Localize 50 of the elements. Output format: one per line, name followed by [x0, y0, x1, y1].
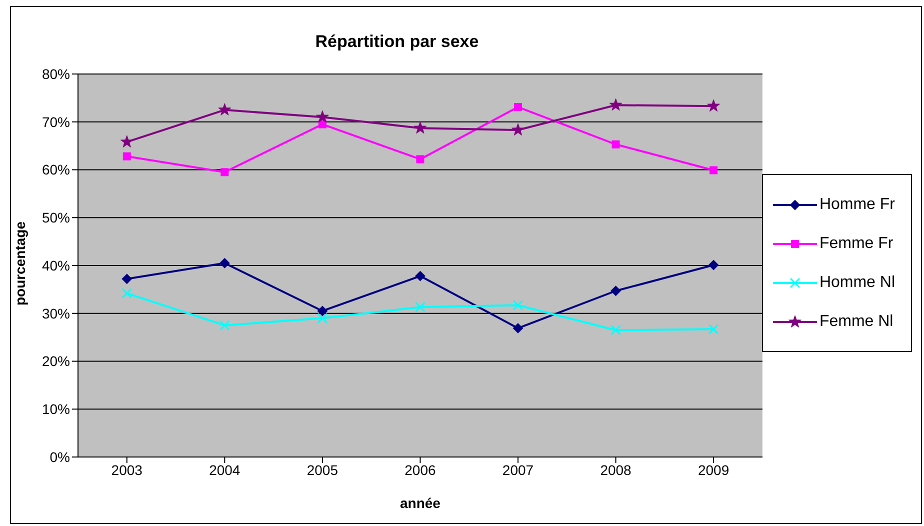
y-tick-label: 60%: [42, 162, 70, 178]
y-tick-label: 30%: [42, 305, 70, 322]
point: [609, 98, 622, 111]
y-tick-label: 10%: [42, 401, 70, 418]
y-tick-label: 70%: [42, 114, 70, 130]
point: [512, 123, 524, 136]
point: [317, 312, 328, 324]
point: [122, 288, 132, 299]
x-tick-label: 2009: [698, 462, 730, 478]
point: [610, 324, 622, 336]
point: [512, 300, 524, 310]
x-tick-label: 2008: [600, 462, 632, 478]
y-axis-title: pourcentage: [12, 221, 28, 306]
chart-title: Répartition par sexe: [314, 32, 480, 52]
point: [316, 110, 329, 123]
point: [414, 302, 426, 312]
x-tick-label: 2007: [502, 462, 534, 478]
point: [514, 103, 522, 112]
y-tick-label: 0%: [50, 448, 70, 465]
point: [415, 271, 426, 282]
point: [612, 140, 620, 148]
legend-label: Homme Fr: [819, 196, 895, 214]
legend-label: Femme Fr: [819, 234, 894, 252]
y-tick-label: 40%: [42, 257, 70, 274]
x-tick-label: 2004: [209, 462, 240, 478]
y-tick-label: 50%: [42, 210, 70, 226]
point: [219, 320, 230, 331]
point: [708, 260, 719, 270]
point: [317, 306, 328, 316]
x-tick-label: 2006: [404, 462, 436, 478]
point: [122, 152, 131, 160]
y-tick-label: 20%: [42, 353, 70, 370]
point: [220, 258, 230, 268]
point: [710, 166, 718, 174]
point: [708, 324, 719, 334]
point: [416, 155, 424, 164]
point: [610, 286, 621, 296]
legend-label: Homme Nl: [819, 274, 895, 292]
y-tick-label: 80%: [42, 66, 70, 82]
point: [120, 135, 134, 148]
x-tick-label: 2003: [111, 462, 143, 478]
point: [220, 168, 229, 176]
legend-label: Femme Nl: [819, 312, 894, 330]
point: [512, 323, 523, 334]
point: [218, 103, 232, 116]
point: [707, 99, 720, 112]
point: [414, 121, 427, 134]
point: [122, 274, 132, 284]
x-tick-label: 2005: [306, 462, 338, 478]
x-axis-title: année: [400, 495, 441, 511]
